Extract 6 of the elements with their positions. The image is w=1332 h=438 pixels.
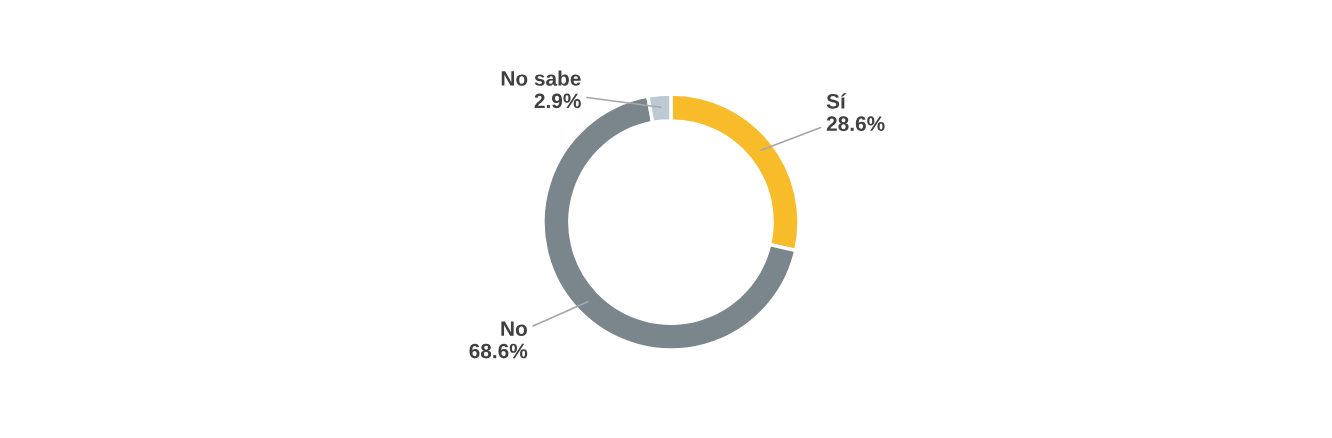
slice-label: Sí [826,93,847,109]
data-label: 28.6% [826,116,885,132]
slice-label: No sabe [501,70,581,86]
data-label: 2.9% [534,93,581,109]
data-label: 68.6% [469,343,528,359]
slice-label: No [501,321,527,336]
